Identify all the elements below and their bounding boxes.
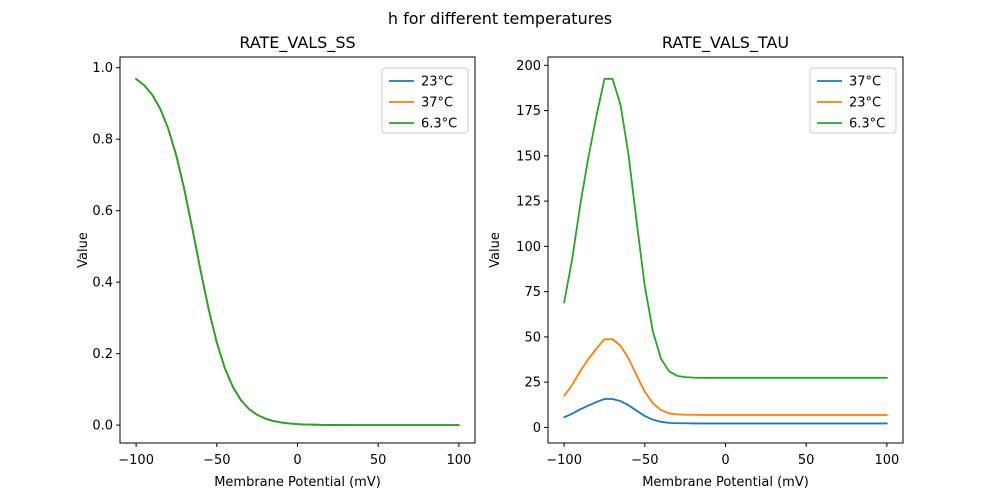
legend-label: 23°C (421, 75, 453, 90)
y-axis-label: Value (76, 232, 91, 268)
legend-box (381, 67, 469, 134)
series-line-23c (563, 338, 888, 416)
series-line-6.3c (563, 78, 888, 379)
y-tick-label: 75 (524, 285, 541, 300)
y-tick-label: 125 (516, 195, 541, 210)
legend-label: 6.3°C (421, 117, 457, 132)
legend-box (809, 67, 897, 134)
x-tick-label: −100 (118, 453, 154, 468)
axes-frame (547, 56, 904, 444)
x-tick-label: 0 (293, 453, 301, 468)
subplot-rate_vals_tau: −100 −50 0 50 100 0 25 50 75 100 125 150 175 200 RATE_… (488, 33, 904, 490)
x-tick-label: 50 (798, 453, 815, 468)
y-tick-label: 50 (524, 330, 541, 345)
x-tick-label: 100 (446, 453, 471, 468)
y-tick-label: 0.4 (92, 276, 113, 291)
legend-label: 6.3°C (849, 117, 885, 132)
y-axis-label: Value (488, 232, 503, 268)
series-line-37c (563, 398, 888, 425)
legend: 37°C 23°C 6.3°C (809, 67, 897, 134)
figure-title: h for different temperatures (387, 9, 613, 28)
y-tick-label: 100 (516, 240, 541, 255)
x-axis-label: Membrane Potential (mV) (214, 475, 381, 490)
subplot-rate_vals_ss: −100 −50 0 50 100 0.0 0.2 0.4 0.6 0.8 1.0 RATE_VALS… (76, 33, 476, 490)
x-tick-label: −50 (631, 453, 658, 468)
y-tick-label: 25 (524, 376, 541, 391)
x-tick-label: 50 (370, 453, 387, 468)
y-tick-label: 0.0 (92, 419, 113, 434)
y-tick-label: 150 (516, 149, 541, 164)
y-tick-label: 0.6 (92, 204, 113, 219)
y-tick-label: 0 (533, 421, 541, 436)
legend-label: 37°C (849, 75, 881, 90)
y-tick-label: 175 (516, 104, 541, 119)
y-tick-label: 1.0 (92, 61, 113, 76)
legend-label: 37°C (421, 96, 453, 111)
y-tick-label: 200 (516, 59, 541, 74)
x-tick-label: −50 (203, 453, 230, 468)
x-tick-label: 0 (721, 453, 729, 468)
x-tick-label: −100 (546, 453, 582, 468)
series-line-6.3c (135, 78, 460, 427)
y-tick-label: 0.2 (92, 347, 113, 362)
x-tick-label: 100 (874, 453, 899, 468)
subplot-title: RATE_VALS_TAU (662, 33, 789, 53)
legend-label: 23°C (849, 96, 881, 111)
x-axis-label: Membrane Potential (mV) (642, 475, 809, 490)
y-tick-label: 0.8 (92, 133, 113, 148)
axes-frame (119, 56, 476, 444)
legend: 23°C 37°C 6.3°C (381, 67, 469, 134)
subplot-title: RATE_VALS_SS (239, 33, 355, 53)
